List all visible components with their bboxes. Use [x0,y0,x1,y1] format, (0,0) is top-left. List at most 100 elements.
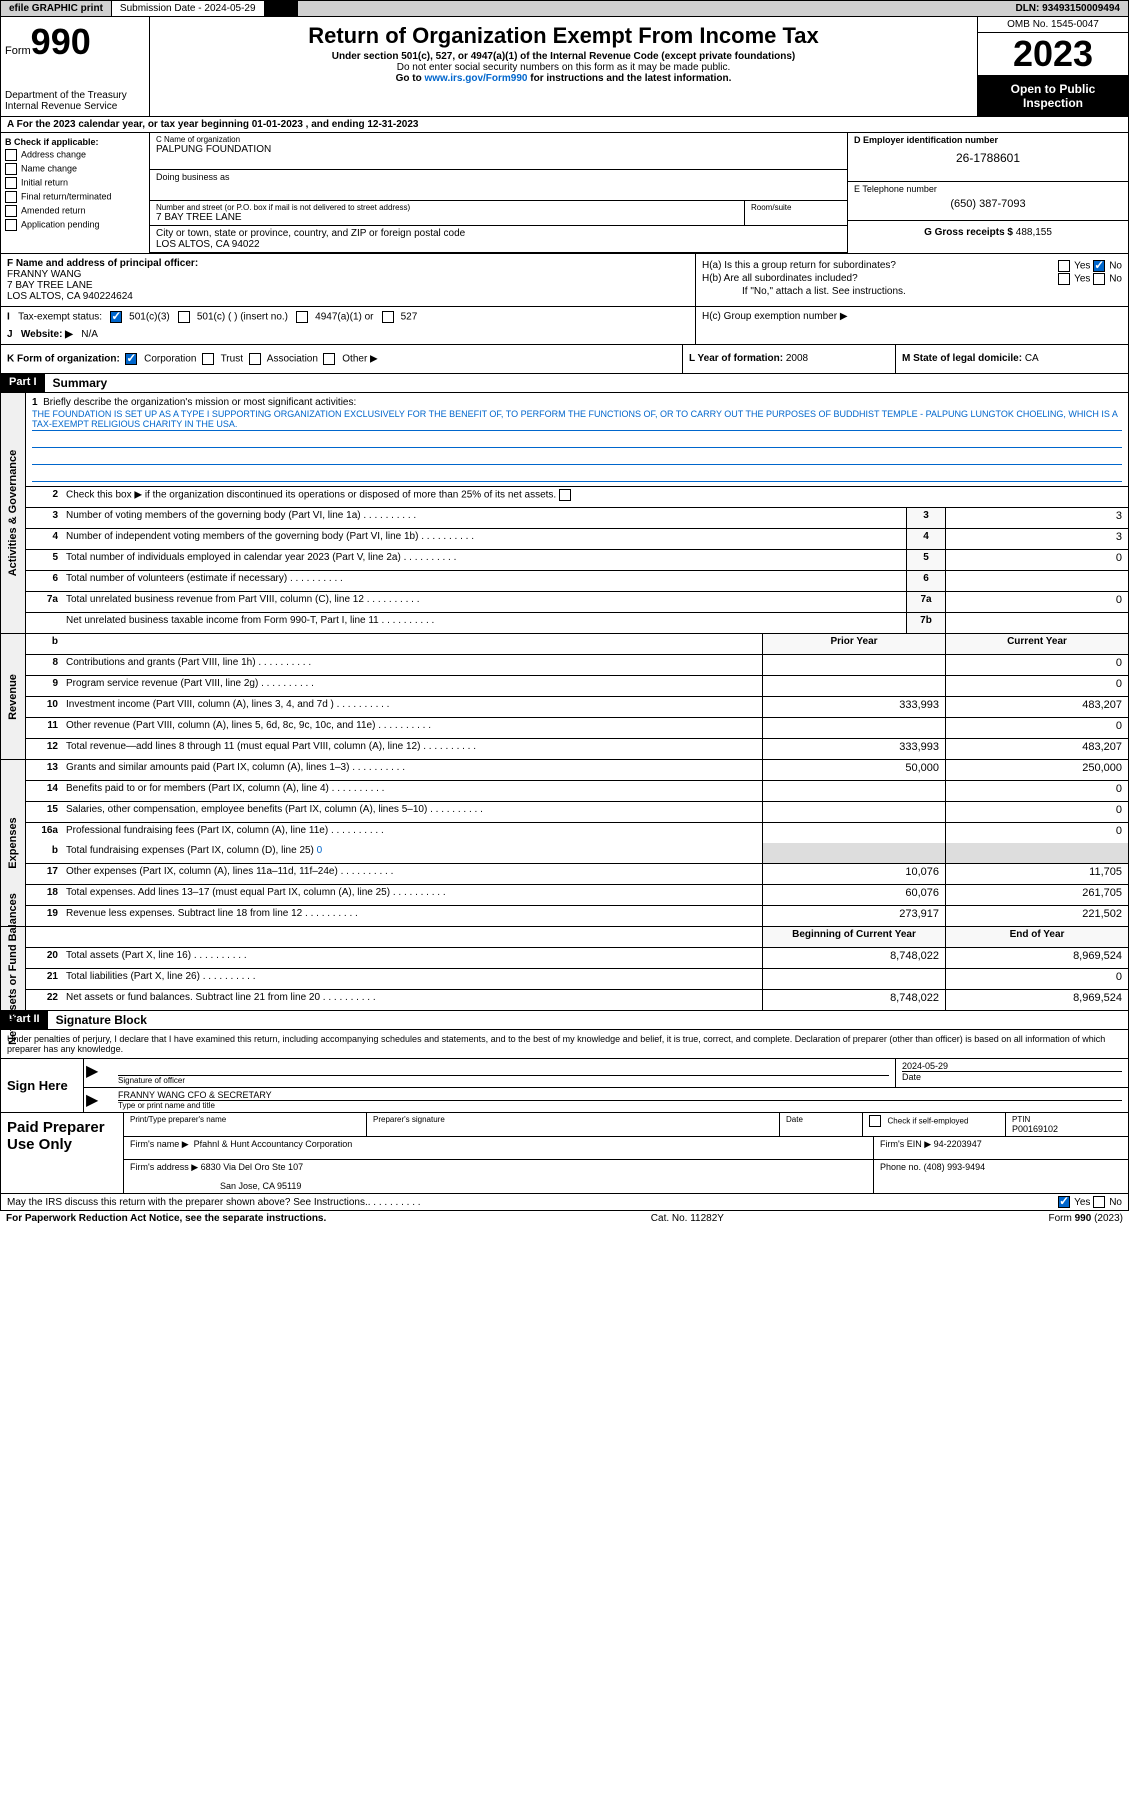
blank-button[interactable] [265,1,298,16]
gov-line-val: 3 [945,529,1128,549]
goto-line: Go to www.irs.gov/Form990 for instructio… [154,73,973,84]
current-val: 0 [945,781,1128,801]
vert-governance: Activities & Governance [1,393,26,633]
line-text: Program service revenue (Part VIII, line… [62,676,762,696]
chk-hb-yes[interactable] [1058,273,1070,285]
tel-value: (650) 387-7093 [854,194,1122,210]
chk-discuss-no[interactable] [1093,1196,1105,1208]
prior-val: 273,917 [762,906,945,926]
website-label: Website: ▶ [21,329,73,340]
gov-line-num: 4 [906,529,945,549]
omb-number: OMB No. 1545-0047 [978,17,1128,33]
chk-ha-yes[interactable] [1058,260,1070,272]
efile-label: efile GRAPHIC print [1,1,112,16]
chk-line2[interactable] [559,489,571,501]
chk-address-change[interactable] [5,149,17,161]
tax-year: 2023 [978,33,1128,76]
prior-val: 8,748,022 [762,990,945,1010]
chk-hb-no[interactable] [1093,273,1105,285]
prior-val: 333,993 [762,739,945,759]
dba-label: Doing business as [150,170,847,201]
chk-app-pending[interactable] [5,219,17,231]
chk-final-return[interactable] [5,191,17,203]
line-a: A For the 2023 calendar year, or tax yea… [0,117,1129,133]
chk-assoc[interactable] [249,353,261,365]
footer-mid: Cat. No. 11282Y [651,1213,724,1224]
discuss-text: May the IRS discuss this return with the… [7,1197,368,1208]
prior-val [762,781,945,801]
sig-officer-label: Signature of officer [118,1076,889,1085]
declaration-text: Under penalties of perjury, I declare th… [1,1030,1128,1058]
form-header: Form990 Department of the Treasury Inter… [0,17,1129,117]
chk-501c[interactable] [178,311,190,323]
chk-amended-return[interactable] [5,205,17,217]
sig-date: 2024-05-29 [902,1061,1122,1072]
line-text: Grants and similar amounts paid (Part IX… [62,760,762,780]
ha-label: H(a) Is this a group return for subordin… [702,260,896,271]
chk-corp[interactable] [125,353,137,365]
form990-link[interactable]: www.irs.gov/Form990 [424,73,527,84]
gov-line-text: Net unrelated business taxable income fr… [62,613,906,633]
chk-527[interactable] [382,311,394,323]
chk-4947[interactable] [296,311,308,323]
chk-name-change[interactable] [5,163,17,175]
current-val: 261,705 [945,885,1128,905]
subtitle-1: Under section 501(c), 527, or 4947(a)(1)… [154,51,973,62]
chk-other[interactable] [323,353,335,365]
gross-value: 488,155 [1016,227,1052,238]
officer-addr1: 7 BAY TREE LANE [7,280,689,291]
gov-line-text: Number of independent voting members of … [62,529,906,549]
chk-initial-return[interactable] [5,177,17,189]
form-k-label: K Form of organization: [7,354,120,365]
prior-val [762,969,945,989]
submission-date: Submission Date - 2024-05-29 [112,1,265,16]
form-title: Return of Organization Exempt From Incom… [154,23,973,49]
chk-501c3[interactable] [110,311,122,323]
part1-label: Part I [1,374,45,392]
current-val: 0 [945,655,1128,675]
city-value: LOS ALTOS, CA 94022 [156,239,841,250]
gross-label: G Gross receipts $ [924,227,1013,238]
firm-addr2: San Jose, CA 95119 [130,1173,867,1191]
chk-discuss-yes[interactable] [1058,1196,1070,1208]
chk-ha-no[interactable] [1093,260,1105,272]
officer-label: F Name and address of principal officer: [7,258,689,269]
line-text: Net assets or fund balances. Subtract li… [62,990,762,1010]
firm-ein: 94-2203947 [934,1139,982,1149]
current-val: 11,705 [945,864,1128,884]
prior-val: 8,748,022 [762,948,945,968]
hb-label: H(b) Are all subordinates included? [702,273,858,284]
line-text: Salaries, other compensation, employee b… [62,802,762,822]
gov-line-val: 0 [945,550,1128,570]
gov-line-text: Total number of volunteers (estimate if … [62,571,906,591]
line-text: Other revenue (Part VIII, column (A), li… [62,718,762,738]
tel-label: E Telephone number [854,184,1122,194]
check-b-column: B Check if applicable: Address change Na… [1,133,150,253]
gov-line-num: 5 [906,550,945,570]
firm-phone: (408) 993-9494 [924,1162,986,1172]
line-16b-val[interactable]: 0 [317,845,323,856]
line-text: Total revenue—add lines 8 through 11 (mu… [62,739,762,759]
prior-val [762,676,945,696]
current-val: 221,502 [945,906,1128,926]
officer-name: FRANNY WANG [7,269,689,280]
addr-label: Number and street (or P.O. box if mail i… [156,203,738,212]
officer-addr2: LOS ALTOS, CA 940224624 [7,291,689,302]
form-number: Form990 [5,21,145,63]
state-domicile: CA [1025,353,1039,364]
paid-preparer: Paid Preparer Use Only [1,1113,124,1193]
org-name: PALPUNG FOUNDATION [156,144,841,155]
chk-trust[interactable] [202,353,214,365]
gov-line-val: 0 [945,592,1128,612]
hdr-end-year: End of Year [945,927,1128,947]
website-value: N/A [81,329,98,340]
current-val: 8,969,524 [945,948,1128,968]
prior-val [762,802,945,822]
current-val: 483,207 [945,739,1128,759]
hdr-current-year: Current Year [945,634,1128,654]
current-val: 483,207 [945,697,1128,717]
current-val: 8,969,524 [945,990,1128,1010]
irs-label: Internal Revenue Service [5,101,145,112]
current-val: 0 [945,969,1128,989]
chk-self-employed[interactable] [869,1115,881,1127]
